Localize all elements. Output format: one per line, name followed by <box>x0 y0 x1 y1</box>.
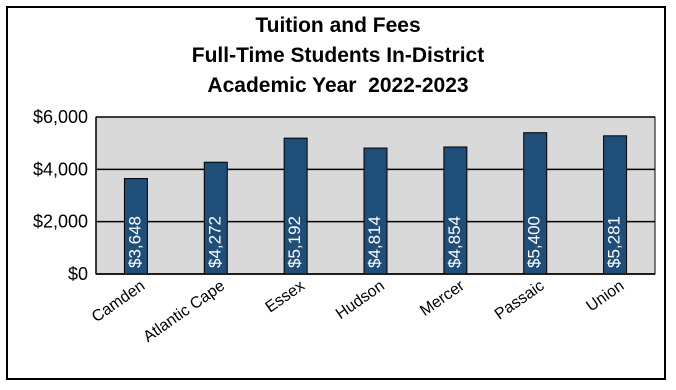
bar-union <box>603 135 628 275</box>
data-label: $5,192 <box>285 216 304 268</box>
bar-passaic <box>523 132 548 275</box>
x-category-label: Hudson <box>333 277 388 323</box>
x-category-label: Mercer <box>417 277 468 320</box>
x-category-label: Union <box>583 277 627 315</box>
x-category-label: Passaic <box>492 277 548 323</box>
bar-camden <box>123 178 148 275</box>
bar-mercer <box>443 146 468 275</box>
data-label: $5,400 <box>525 216 544 268</box>
chart-title-line-2: Full-Time Students In-District <box>191 44 485 67</box>
x-category-label: Camden <box>89 277 148 326</box>
y-tick-label: $2,000 <box>33 212 88 232</box>
bar-essex <box>283 137 308 275</box>
chart-title-line-1: Tuition and Fees <box>255 14 421 37</box>
bar-atlantic-cape <box>203 161 228 275</box>
y-tick-label: $4,000 <box>33 159 88 179</box>
x-category-label: Essex <box>262 277 307 316</box>
data-label: $4,854 <box>445 216 464 268</box>
data-label: $4,814 <box>365 216 384 268</box>
y-tick-label: $6,000 <box>33 107 88 127</box>
chart-title-line-3: Academic Year 2022-2023 <box>207 74 469 97</box>
data-label: $4,272 <box>205 216 224 268</box>
data-label: $3,648 <box>125 216 144 268</box>
bar-hudson <box>363 147 388 275</box>
data-label: $5,281 <box>605 216 624 268</box>
y-tick-label: $0 <box>68 264 88 284</box>
x-category-label: Atlantic Cape <box>140 277 228 346</box>
